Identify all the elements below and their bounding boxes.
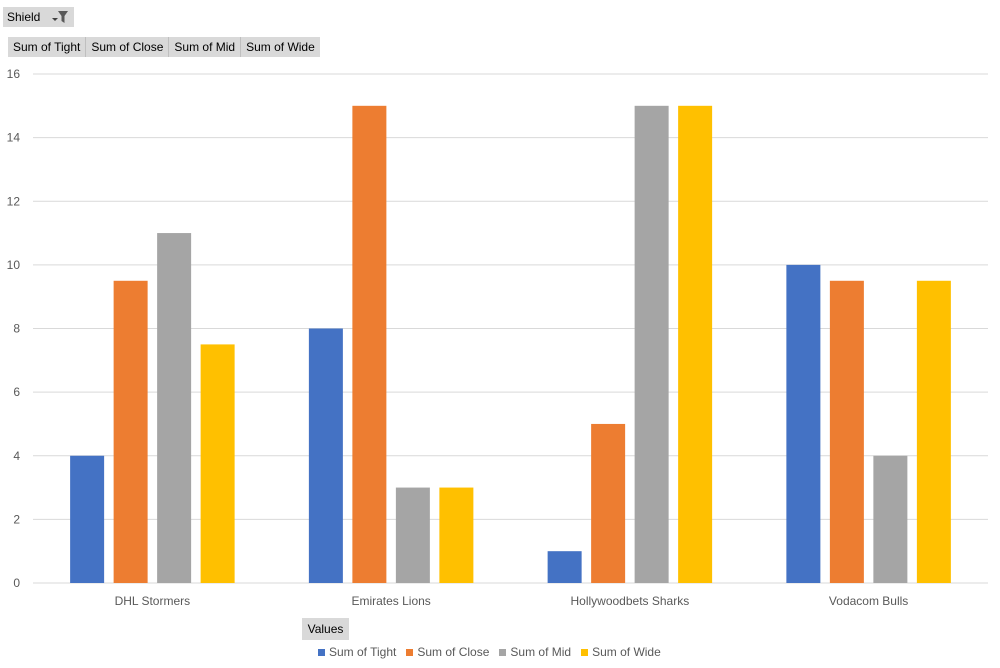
y-tick-label-2: 2: [13, 512, 20, 526]
y-tick-label-14: 14: [7, 131, 21, 145]
legend-label-tight: Sum of Tight: [329, 645, 397, 659]
bar-vodacom-bulls-sum-of-mid: [873, 455, 908, 583]
bar-hollywoodbets-sharks-sum-of-close: [591, 423, 626, 583]
x-category-label-dhl-stormers: DHL Stormers: [115, 594, 191, 608]
bar-emirates-lions-sum-of-close: [352, 105, 387, 583]
values-field-button[interactable]: Values: [302, 618, 349, 640]
bar-dhl-stormers-sum-of-tight: [70, 455, 105, 583]
bar-hollywoodbets-sharks-sum-of-tight: [547, 551, 582, 583]
y-tick-label-8: 8: [13, 322, 20, 336]
y-tick-label-12: 12: [7, 194, 21, 208]
y-tick-label-16: 16: [7, 67, 21, 81]
bar-dhl-stormers-sum-of-mid: [157, 233, 192, 583]
legend-label-mid: Sum of Mid: [510, 645, 572, 659]
field-button-sum-of-close[interactable]: Sum of Close: [86, 37, 170, 57]
bar-hollywoodbets-sharks-sum-of-mid: [634, 105, 669, 583]
legend-swatch-mid: [499, 648, 507, 656]
bar-vodacom-bulls-sum-of-wide: [916, 280, 951, 583]
chart-legend: Sum of Tight Sum of Close Sum of Mid Sum…: [318, 643, 671, 661]
shield-filter-button[interactable]: Shield: [3, 7, 74, 27]
y-tick-label-6: 6: [13, 385, 20, 399]
bar-vodacom-bulls-sum-of-tight: [786, 264, 821, 583]
legend-item-sum-of-close[interactable]: Sum of Close: [406, 643, 489, 661]
filter-dropdown-icon: [52, 11, 68, 23]
legend-item-sum-of-mid[interactable]: Sum of Mid: [499, 643, 571, 661]
legend-label-wide: Sum of Wide: [592, 645, 661, 659]
value-field-buttons: Sum of Tight Sum of Close Sum of Mid Sum…: [8, 37, 320, 57]
field-button-sum-of-wide[interactable]: Sum of Wide: [241, 37, 320, 57]
legend-swatch-wide: [581, 648, 589, 656]
legend-label-close: Sum of Close: [417, 645, 490, 659]
field-button-sum-of-tight[interactable]: Sum of Tight: [8, 37, 87, 57]
y-tick-label-0: 0: [13, 576, 20, 590]
y-tick-label-10: 10: [7, 258, 21, 272]
bar-dhl-stormers-sum-of-close: [113, 280, 148, 583]
legend-swatch-tight: [318, 648, 325, 656]
bar-hollywoodbets-sharks-sum-of-wide: [678, 105, 713, 583]
x-category-label-hollywoodbets-sharks: Hollywoodbets Sharks: [571, 594, 690, 608]
bar-emirates-lions-sum-of-wide: [439, 487, 474, 583]
bar-dhl-stormers-sum-of-wide: [200, 344, 235, 583]
x-category-label-vodacom-bulls: Vodacom Bulls: [829, 594, 908, 608]
y-tick-label-4: 4: [13, 449, 20, 463]
bar-emirates-lions-sum-of-tight: [308, 328, 343, 583]
bar-vodacom-bulls-sum-of-close: [829, 280, 864, 583]
legend-item-sum-of-tight[interactable]: Sum of Tight: [318, 643, 396, 661]
field-button-sum-of-mid[interactable]: Sum of Mid: [169, 37, 242, 57]
x-category-label-emirates-lions: Emirates Lions: [351, 594, 430, 608]
shield-filter-label: Shield: [7, 10, 41, 24]
bar-emirates-lions-sum-of-mid: [395, 487, 430, 583]
legend-item-sum-of-wide[interactable]: Sum of Wide: [581, 643, 661, 661]
legend-swatch-close: [406, 648, 414, 656]
